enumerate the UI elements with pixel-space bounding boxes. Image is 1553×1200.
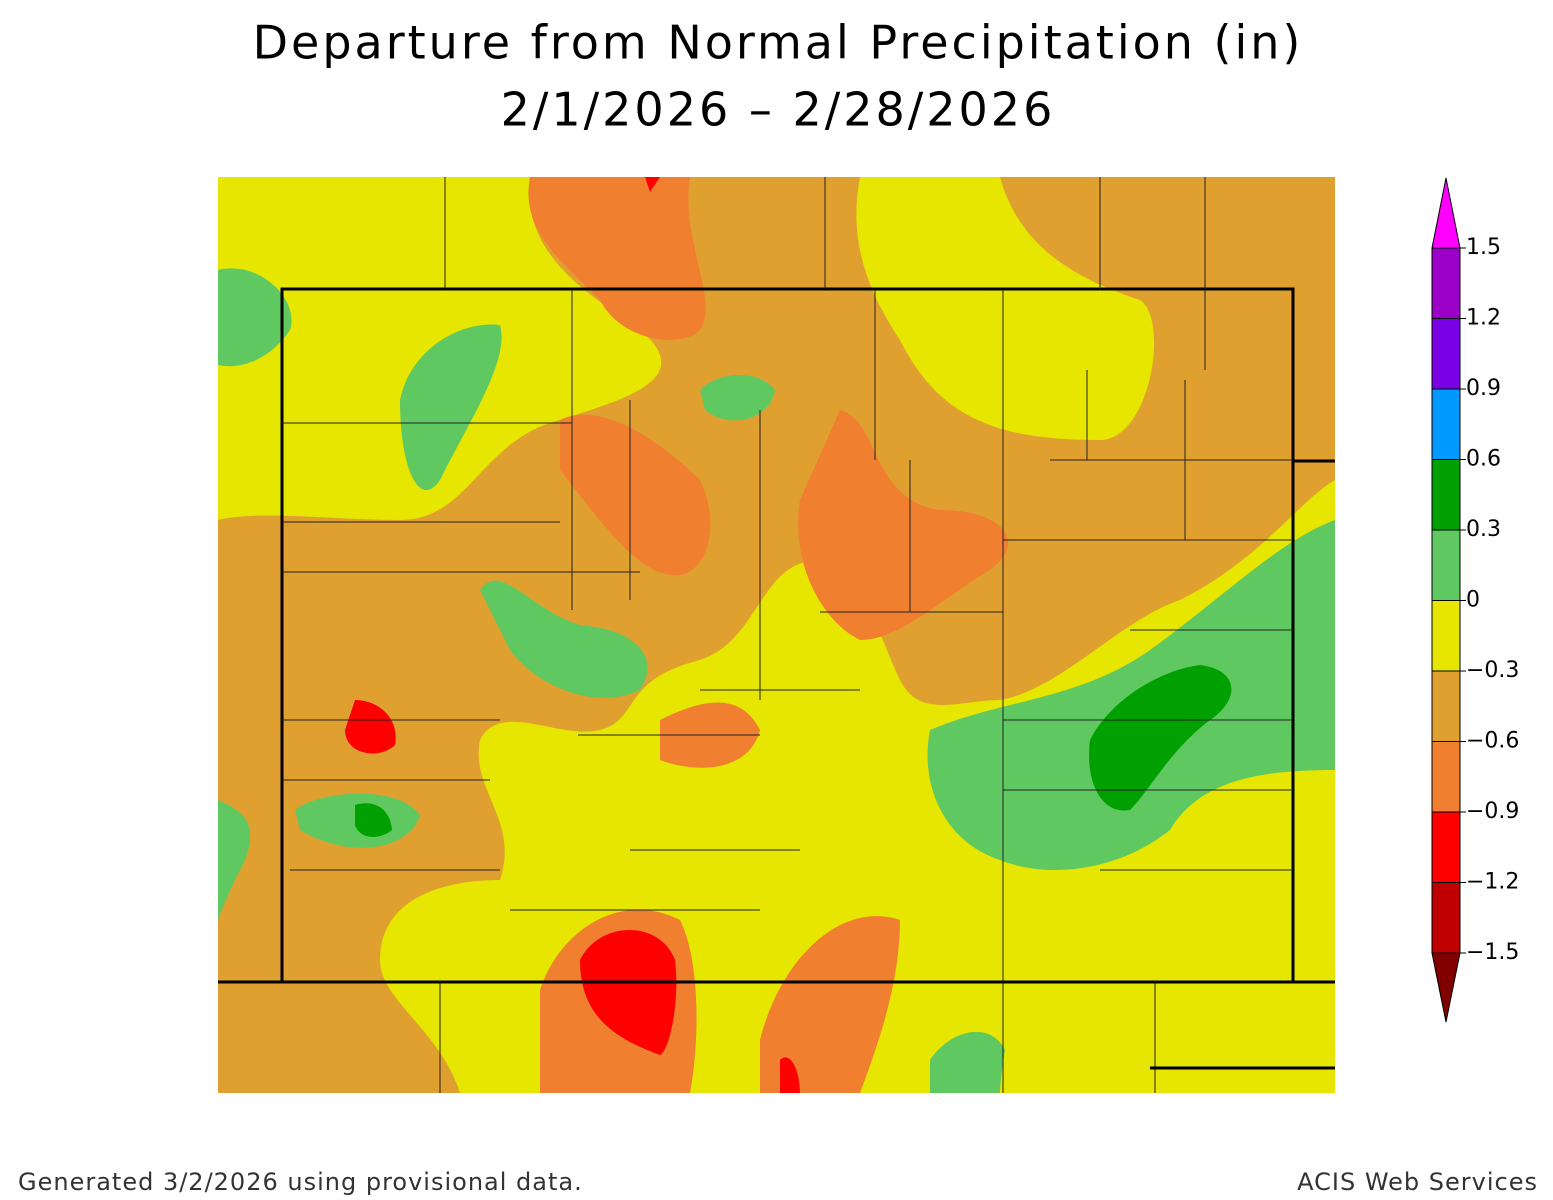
legend-bin [1431,529,1461,601]
title: Departure from Normal Precipitation (in) [253,16,1304,70]
legend-bin [1431,670,1461,742]
legend-tick-label: 0 [1466,588,1480,613]
legend-bin [1431,882,1461,954]
legend-bin [1431,388,1461,460]
footer-left: Generated 3/2/2026 using provisional dat… [18,1168,583,1196]
legend-bin [1431,318,1461,390]
legend-tick-label: −0.9 [1466,799,1519,824]
legend-tick-label: −1.5 [1466,940,1519,965]
legend-tick-label: −0.3 [1466,658,1519,683]
legend-arrow-bottom [1431,952,1461,1023]
legend-bin [1431,459,1461,531]
legend-tick-label: −1.2 [1466,870,1519,895]
legend-tick-label: 0.6 [1466,447,1501,472]
map [218,177,1335,1093]
region-tan [218,177,1335,1093]
legend-tick-label: 1.2 [1466,306,1501,331]
legend-bin [1431,741,1461,813]
subtitle: 2/1/2026 – 2/28/2026 [501,83,1056,137]
region-orange [528,177,1009,1093]
legend-tick-label: 0.9 [1466,376,1501,401]
legend: 1.5 1.2 0.9 0.6 0.3 0 −0.3 −0.6 −0.9 −1.2 −1.5 [1431,177,1519,1023]
region-light-green [218,268,1335,1093]
legend-bin [1431,600,1461,672]
footer-right: ACIS Web Services [1297,1168,1538,1196]
legend-bin [1431,811,1461,883]
legend-tick-label: −0.6 [1466,729,1519,754]
legend-bin [1431,247,1461,319]
legend-tick-label: 0.3 [1466,517,1501,542]
legend-tick-label: 1.5 [1466,235,1501,260]
legend-arrow-top [1431,177,1461,249]
